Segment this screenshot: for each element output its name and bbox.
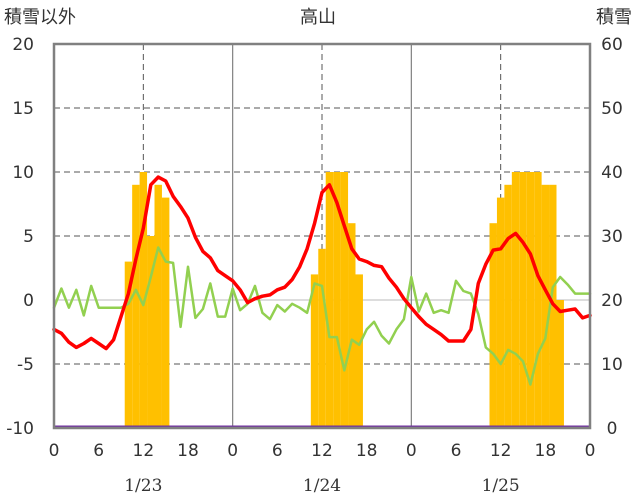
snow-depth-bar — [318, 248, 326, 428]
x-tick-label: 0 — [49, 441, 60, 461]
date-label: 1/24 — [303, 476, 341, 496]
left-axis-ticks: 20 15 10 5 0 -5 -10 — [6, 35, 34, 439]
right-tick-label: 20 — [601, 291, 623, 311]
left-tick-label: 10 — [12, 163, 34, 183]
snow-depth-bar — [348, 223, 356, 428]
left-tick-label: 0 — [23, 291, 34, 311]
left-axis-title: 積雪以外 — [4, 7, 76, 28]
left-tick-label: -10 — [6, 419, 34, 439]
x-tick-label: 0 — [227, 441, 238, 461]
right-tick-label: 10 — [601, 355, 623, 375]
date-labels: 1/23 1/24 1/25 — [124, 476, 520, 496]
snow-depth-bar — [310, 274, 319, 428]
x-tick-label: 12 — [490, 441, 512, 461]
x-axis-ticks: 0 6 12 18 0 6 12 18 0 6 12 18 0 — [49, 441, 596, 461]
snow-depth-bar — [534, 172, 542, 428]
snow-depth-bar — [556, 300, 564, 428]
x-tick-label: 6 — [272, 441, 283, 461]
plot-frame-layer — [52, 42, 592, 430]
snow-depth-bar — [511, 172, 520, 428]
x-tick-label: 0 — [406, 441, 417, 461]
snow-depth-bar — [526, 172, 535, 428]
snow-depth-bar — [340, 172, 349, 428]
x-tick-label: 6 — [93, 441, 104, 461]
temperature-line — [52, 175, 592, 351]
right-tick-label: 30 — [601, 227, 623, 247]
snow-depth-bar — [124, 261, 133, 428]
snow-depth-bar — [325, 172, 334, 428]
x-tick-label: 12 — [311, 441, 333, 461]
snow-depth-bar — [161, 197, 170, 428]
snow-depth-bar — [541, 184, 550, 428]
x-tick-label: 18 — [356, 441, 378, 461]
snow-depth-bar — [496, 197, 505, 428]
snow-depth-bar — [154, 184, 162, 428]
chart-title: 高山 — [300, 7, 336, 28]
plot-frame — [52, 42, 592, 430]
left-tick-label: 15 — [12, 99, 34, 119]
x-tick-label: 0 — [585, 441, 596, 461]
snow-depth-bars — [124, 172, 564, 428]
date-label: 1/23 — [124, 476, 162, 496]
left-tick-label: 20 — [12, 35, 34, 55]
snow-depth-bar — [355, 274, 363, 428]
snow-depth-bar — [519, 172, 527, 428]
x-tick-label: 18 — [535, 441, 557, 461]
right-tick-label: 50 — [601, 99, 623, 119]
date-label: 1/25 — [482, 476, 520, 496]
right-axis-title: 積雪 — [596, 7, 632, 28]
x-tick-label: 6 — [451, 441, 462, 461]
right-axis-ticks: 60 50 40 30 20 10 0 — [601, 35, 623, 439]
right-tick-label: 0 — [607, 419, 618, 439]
left-tick-label: -5 — [17, 355, 34, 375]
snow-depth-bar — [132, 184, 140, 428]
snow-depth-bar — [489, 223, 497, 428]
right-tick-label: 40 — [601, 163, 623, 183]
right-tick-label: 60 — [601, 35, 623, 55]
left-tick-label: 5 — [23, 227, 34, 247]
x-tick-label: 12 — [133, 441, 155, 461]
snow-depth-bar — [139, 172, 148, 428]
x-tick-label: 18 — [177, 441, 199, 461]
snow-depth-bar — [504, 184, 512, 428]
green-series-line — [52, 246, 592, 386]
snow-depth-bar — [549, 184, 557, 428]
snow-depth-bar — [147, 236, 155, 428]
snow-depth-bar — [333, 172, 341, 428]
